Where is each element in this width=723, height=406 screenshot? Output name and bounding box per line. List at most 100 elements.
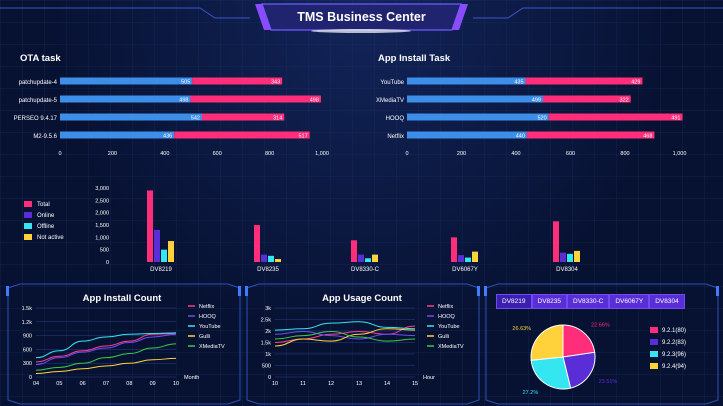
- device-bar: [261, 254, 267, 262]
- bottom-panels-frame: [6, 283, 719, 405]
- usage-count-x-unit: Hour: [423, 375, 435, 381]
- usage-count-y-tick: 500: [262, 364, 271, 370]
- device-tabs: DV8219 DV8235 DV8330-C DV6067Y DV8304: [496, 294, 685, 309]
- install-task-tick-label: 800: [620, 151, 629, 157]
- install-task-bar-blue: [407, 113, 549, 121]
- install-task-value-blue: 499: [532, 98, 541, 104]
- install-count-legend-label: XMediaTV: [199, 344, 225, 350]
- device-legend: Total Online Offline Not active: [24, 201, 64, 241]
- install-count-x-tick: 09: [150, 381, 156, 387]
- ota-row-label: patchupdate-5: [19, 98, 58, 104]
- tab-dv6067y[interactable]: DV6067Y: [609, 294, 650, 309]
- install-count-series-line: [35, 333, 177, 366]
- usage-count-y-tick: 1.5k: [261, 341, 272, 347]
- device-legend-label: Online: [37, 213, 55, 219]
- install-count-y-tick: 600: [23, 347, 32, 353]
- install-task-row-label: HOOQ: [386, 116, 405, 122]
- device-bar: [567, 253, 573, 262]
- device-legend-swatch: [24, 223, 32, 229]
- device-bar: [275, 259, 281, 262]
- install-count-series-line: [35, 343, 177, 371]
- usage-count-series-line: [274, 330, 416, 342]
- device-bar: [268, 255, 274, 262]
- device-bar: [574, 250, 580, 262]
- pie-legend-swatch: [650, 351, 658, 357]
- usage-count-legend-label: HOOQ: [438, 314, 456, 320]
- usage-count-x-tick: 14: [384, 381, 390, 387]
- install-task-value-pink: 468: [643, 134, 652, 140]
- device-legend-swatch: [24, 201, 32, 207]
- ota-bar-pink: [192, 77, 283, 85]
- install-count-y-tick: 1.2k: [22, 320, 33, 326]
- install-count-x-tick: 08: [126, 381, 132, 387]
- pie-legend-label: 9.2.2(83): [662, 340, 686, 346]
- device-y-tick: 2,500: [95, 198, 109, 204]
- ota-row-label: PERSEO 9.4.17: [14, 116, 58, 122]
- pie-slice: [530, 324, 564, 361]
- install-task-bar-pink: [542, 95, 631, 103]
- install-count-series-line: [35, 332, 177, 359]
- usage-count-y-tick: 0: [268, 375, 271, 381]
- ota-value-pink: 343: [271, 80, 280, 86]
- ota-row-label: M2-9.5.6: [33, 134, 57, 140]
- app-usage-count-title: App Usage Count: [322, 293, 402, 304]
- device-bar: [365, 258, 371, 262]
- ota-value-blue: 505: [181, 80, 190, 86]
- ota-task-title: OTA task: [20, 53, 61, 64]
- install-task-value-blue: 520: [538, 116, 547, 122]
- install-task-value-blue: 440: [516, 134, 525, 140]
- device-bar: [451, 237, 457, 262]
- device-x-label: DV8304: [556, 267, 578, 273]
- device-legend-label: Not active: [37, 235, 64, 241]
- device-y-tick: 1,000: [95, 235, 109, 241]
- install-task-tick-label: 1,000: [673, 151, 687, 157]
- app-install-task-title: App Install Task: [378, 53, 451, 64]
- install-task-value-pink: 429: [631, 80, 640, 86]
- device-y-tick: 1,500: [95, 223, 109, 229]
- install-count-x-tick: 04: [33, 381, 39, 387]
- ota-tick-label: 0: [58, 151, 61, 157]
- install-task-tick-label: 200: [457, 151, 466, 157]
- ota-value-blue: 436: [163, 134, 172, 140]
- tab-dv8304[interactable]: DV8304: [649, 294, 685, 309]
- ota-tick-label: 800: [265, 151, 274, 157]
- tab-dv8219[interactable]: DV8219: [496, 294, 532, 309]
- ota-bar-blue: [60, 77, 193, 85]
- install-task-value-blue: 435: [514, 80, 523, 86]
- ota-value-pink: 517: [298, 134, 307, 140]
- ota-tick-label: 400: [160, 151, 169, 157]
- pie-legend-label: 9.2.4(94): [662, 364, 686, 370]
- pie-percent-label: 23.51%: [599, 379, 618, 385]
- device-bar: [372, 254, 378, 262]
- device-bar: [147, 190, 153, 262]
- device-bar: [154, 229, 160, 262]
- pie-slice: [562, 351, 596, 389]
- install-task-bar-pink: [526, 131, 655, 139]
- device-x-label: DV8219: [150, 267, 172, 273]
- install-count-series-line: [35, 357, 177, 375]
- pie-legend-swatch: [650, 363, 658, 369]
- install-task-bar-blue: [407, 77, 526, 85]
- device-legend-label: Total: [37, 202, 50, 208]
- pie-legend-swatch: [650, 339, 658, 345]
- tab-dv8235[interactable]: DV8235: [531, 294, 567, 309]
- pie-legend-label: 9.2.3(96): [662, 352, 686, 358]
- install-count-x-tick: 05: [56, 381, 62, 387]
- install-task-value-pink: 491: [671, 116, 680, 122]
- usage-count-x-tick: 11: [300, 381, 306, 387]
- install-count-y-tick: 900: [23, 334, 32, 340]
- ota-tick-label: 1,000: [315, 151, 329, 157]
- usage-count-y-tick: 2.5k: [261, 318, 272, 324]
- device-legend-swatch: [24, 212, 32, 218]
- ota-value-pink: 314: [273, 116, 282, 122]
- tab-dv8330-c[interactable]: DV8330-C: [567, 294, 610, 309]
- usage-count-x-tick: 15: [412, 381, 418, 387]
- device-bar: [161, 249, 167, 262]
- pie-legend-swatch: [650, 327, 658, 333]
- usage-count-x-tick: 12: [328, 381, 334, 387]
- device-bar: [553, 221, 559, 262]
- ota-bar-pink: [202, 113, 285, 121]
- install-count-legend-label: Gulli: [199, 334, 210, 340]
- device-x-label: DV8235: [257, 267, 279, 273]
- install-count-y-tick: 0: [29, 375, 32, 381]
